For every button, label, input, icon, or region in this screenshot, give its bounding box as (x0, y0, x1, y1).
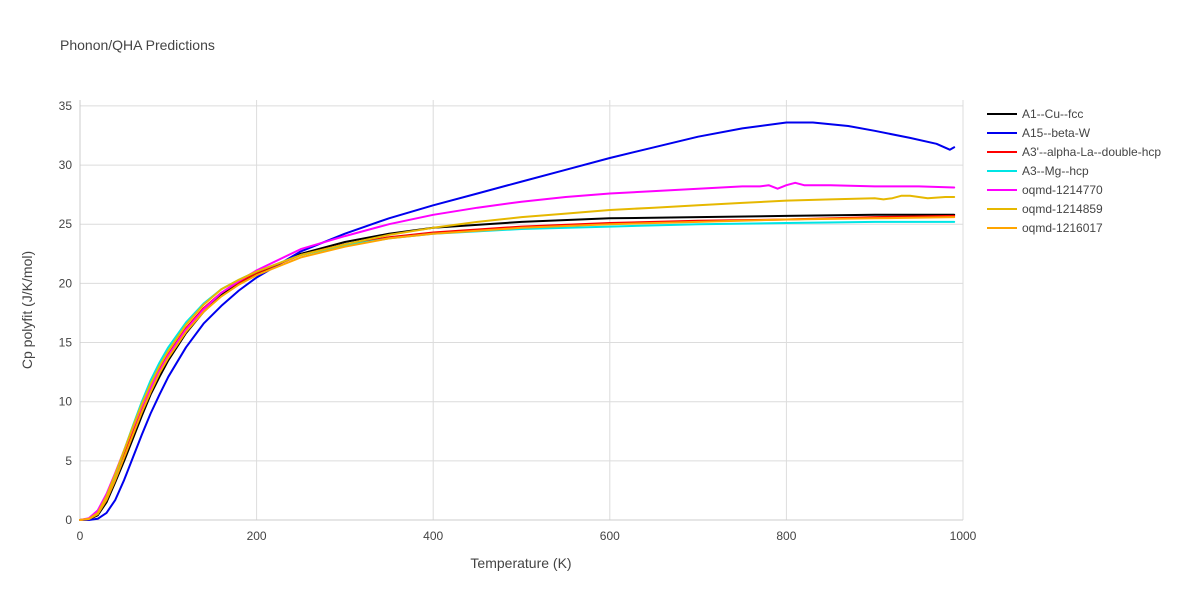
y-tick-label: 35 (59, 99, 73, 113)
y-tick-label: 15 (59, 336, 73, 350)
x-tick-label: 400 (423, 529, 443, 543)
x-tick-labels: 0 200 400 600 800 1000 (77, 529, 977, 543)
x-tick-label: 0 (77, 529, 84, 543)
y-tick-label: 25 (59, 217, 73, 231)
y-tick-label: 20 (59, 276, 73, 290)
y-tick-label: 10 (59, 395, 73, 409)
legend-label: A15--beta-W (1022, 126, 1091, 140)
chart-title: Phonon/QHA Predictions (60, 37, 215, 53)
y-tick-label: 0 (65, 513, 72, 527)
y-tick-label: 30 (59, 158, 73, 172)
legend: A1--Cu--fcc A15--beta-W A3'--alpha-La--dou… (987, 107, 1161, 235)
y-axis-title: Cp polyfit (J/K/mol) (19, 251, 35, 369)
series-line-oqmd-1214770 (79, 181, 956, 521)
series-line-oqmd-1214859 (79, 194, 956, 521)
series-line-A3--Mg--hcp (79, 220, 956, 521)
series-line-oqmd-1216017 (79, 216, 956, 521)
legend-label: A1--Cu--fcc (1022, 107, 1083, 121)
x-tick-label: 1000 (950, 529, 977, 543)
series-line-A3'--alpha-La--double-hcp (79, 214, 956, 521)
gridlines (79, 100, 964, 521)
series-line-A1--Cu--fcc (79, 213, 956, 521)
x-tick-label: 600 (600, 529, 620, 543)
legend-label: oqmd-1214770 (1022, 183, 1103, 197)
x-tick-label: 200 (247, 529, 267, 543)
legend-label: oqmd-1214859 (1022, 202, 1103, 216)
legend-label: A3'--alpha-La--double-hcp (1022, 145, 1161, 159)
y-tick-labels: 0 5 10 15 20 25 30 35 (59, 99, 73, 527)
series-lines (79, 121, 956, 521)
x-tick-label: 800 (776, 529, 796, 543)
x-axis-title: Temperature (K) (470, 555, 571, 571)
legend-label: A3--Mg--hcp (1022, 164, 1089, 178)
legend-label: oqmd-1216017 (1022, 221, 1103, 235)
series-line-A15--beta-W (79, 121, 956, 521)
y-tick-label: 5 (65, 454, 72, 468)
